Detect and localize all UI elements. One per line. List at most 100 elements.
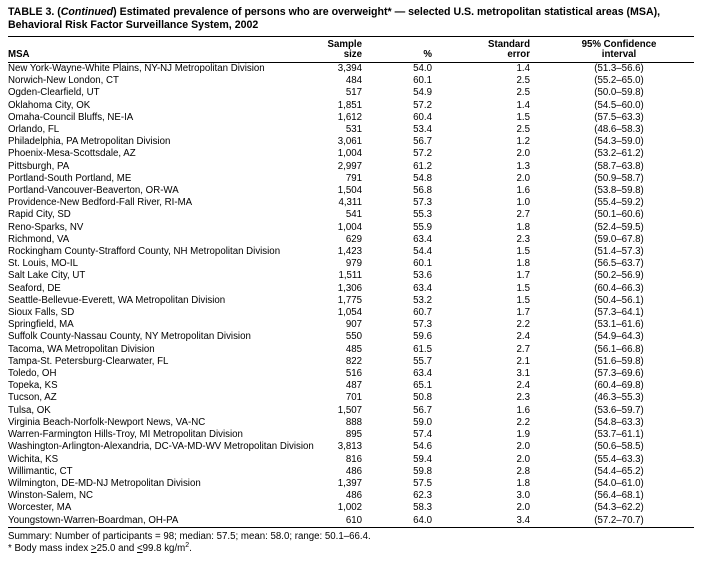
standard-error-value: 2.4 xyxy=(516,331,530,343)
table-row: Suffolk County-Nassau County, NY Metropo… xyxy=(8,331,694,343)
sample-size-value: 791 xyxy=(345,172,362,184)
table-row: Providence-New Bedford-Fall River, RI-MA… xyxy=(8,197,694,209)
percent-value: 64.0 xyxy=(413,514,432,526)
sample-size-value: 484 xyxy=(345,75,362,87)
percent-value: 57.4 xyxy=(413,429,432,441)
sample-size-value: 816 xyxy=(345,453,362,465)
table-row: Norwich-New London, CT 484 60.1 2.5 (55.2–65… xyxy=(8,75,694,87)
percent-value: 63.4 xyxy=(413,233,432,245)
standard-error-value: 2.3 xyxy=(516,392,530,404)
msa-name: Seattle-Bellevue-Everett, WA Metropolita… xyxy=(8,294,226,306)
header-sample-line2: size xyxy=(343,49,362,60)
confidence-interval-value: (57.5–63.3) xyxy=(594,111,644,123)
confidence-interval-value: (51.4–57.3) xyxy=(594,246,644,258)
sample-size-value: 531 xyxy=(345,124,362,136)
msa-name: Omaha-Council Bluffs, NE-IA xyxy=(8,111,134,123)
percent-value: 57.2 xyxy=(413,99,432,111)
msa-name: Pittsburgh, PA xyxy=(8,160,70,172)
table-row: Reno-Sparks, NV 1,004 55.9 1.8 (52.4–59.5) xyxy=(8,222,694,234)
table-row: Warren-Farmington Hills-Troy, MI Metropo… xyxy=(8,429,694,441)
table-row: Virginia Beach-Norfolk-Newport News, VA-… xyxy=(8,417,694,429)
sample-size-value: 1,851 xyxy=(337,99,362,111)
standard-error-value: 1.6 xyxy=(516,185,530,197)
table-row: Omaha-Council Bluffs, NE-IA 1,612 60.4 1.5 (… xyxy=(8,112,694,124)
table-row: Topeka, KS 487 65.1 2.4 (60.4–69.8) xyxy=(8,380,694,392)
bmi-footnote-suffix: . xyxy=(189,543,192,555)
table-row: Seaford, DE 1,306 63.4 1.5 (60.4–66.3) xyxy=(8,283,694,295)
confidence-interval-value: (54.9–64.3) xyxy=(594,331,644,343)
standard-error-value: 1.5 xyxy=(516,294,530,306)
bmi-footnote-mid2: 99.8 kg/m xyxy=(142,543,186,555)
standard-error-value: 1.5 xyxy=(516,246,530,258)
msa-name: Wichita, KS xyxy=(8,453,59,465)
sample-size-value: 2,997 xyxy=(337,160,362,172)
standard-error-value: 2.3 xyxy=(516,233,530,245)
confidence-interval-value: (51.3–56.6) xyxy=(594,63,644,74)
confidence-interval-value: (54.0–61.0) xyxy=(594,477,644,489)
sample-size-value: 610 xyxy=(345,514,362,526)
percent-value: 50.8 xyxy=(413,392,432,404)
percent-value: 65.1 xyxy=(413,380,432,392)
percent-value: 60.4 xyxy=(413,111,432,123)
percent-value: 55.9 xyxy=(413,221,432,233)
sample-size-value: 3,813 xyxy=(337,441,362,453)
table-row: Tucson, AZ 701 50.8 2.3 (46.3–55.3) xyxy=(8,392,694,404)
sample-size-value: 3,061 xyxy=(337,136,362,148)
header-ci-line1: 95% Confidence xyxy=(581,39,657,50)
standard-error-value: 2.7 xyxy=(516,343,530,355)
sample-size-value: 895 xyxy=(345,429,362,441)
percent-value: 54.6 xyxy=(413,441,432,453)
percent-value: 58.3 xyxy=(413,502,432,514)
standard-error-value: 2.0 xyxy=(516,172,530,184)
table-row: Tacoma, WA Metropolitan Division 485 61.5 2… xyxy=(8,344,694,356)
standard-error-value: 1.7 xyxy=(516,307,530,319)
percent-value: 63.4 xyxy=(413,282,432,294)
standard-error-value: 1.9 xyxy=(516,429,530,441)
msa-name: Rapid City, SD xyxy=(8,209,71,221)
title-text: ) Estimated prevalence of persons who ar… xyxy=(8,6,661,31)
standard-error-value: 2.2 xyxy=(516,319,530,331)
table-row: Portland-Vancouver-Beaverton, OR-WA 1,504… xyxy=(8,185,694,197)
confidence-interval-value: (58.7–63.8) xyxy=(594,160,644,172)
confidence-interval-value: (46.3–55.3) xyxy=(594,392,644,404)
msa-name: Youngstown-Warren-Boardman, OH-PA xyxy=(8,514,179,526)
standard-error-value: 2.1 xyxy=(516,355,530,367)
msa-name: Tampa-St. Petersburg-Clearwater, FL xyxy=(8,355,169,367)
sample-size-value: 1,397 xyxy=(337,477,362,489)
sample-size-value: 4,311 xyxy=(338,197,362,209)
msa-name: Portland-South Portland, ME xyxy=(8,172,132,184)
standard-error-value: 2.2 xyxy=(516,416,530,428)
msa-name: Tacoma, WA Metropolitan Division xyxy=(8,343,155,355)
standard-error-value: 2.5 xyxy=(516,75,530,87)
standard-error-value: 3.4 xyxy=(516,514,530,526)
sample-size-value: 541 xyxy=(345,209,362,221)
standard-error-value: 2.0 xyxy=(516,453,530,465)
header-ci-line2: interval xyxy=(601,49,637,60)
confidence-interval-value: (54.4–65.2) xyxy=(594,465,644,477)
standard-error-value: 2.0 xyxy=(516,502,530,514)
msa-name: Seaford, DE xyxy=(8,282,61,294)
confidence-interval-value: (57.3–64.1) xyxy=(594,307,644,319)
msa-name: Salt Lake City, UT xyxy=(8,270,86,282)
lte-symbol: < xyxy=(137,543,143,555)
header-percent: % xyxy=(362,37,434,63)
sample-size-value: 1,054 xyxy=(337,307,362,319)
table-row: Philadelphia, PA Metropolitan Division 3,… xyxy=(8,136,694,148)
table-row: Rapid City, SD 541 55.3 2.7 (50.1–60.6) xyxy=(8,209,694,221)
sample-size-value: 1,423 xyxy=(337,246,362,258)
confidence-interval-value: (55.4–59.2) xyxy=(594,197,644,209)
sample-size-value: 516 xyxy=(345,368,362,380)
confidence-interval-value: (50.4–56.1) xyxy=(594,294,644,306)
sample-size-value: 1,612 xyxy=(337,111,362,123)
table-row: St. Louis, MO-IL 979 60.1 1.8 (56.5–63.7) xyxy=(8,258,694,270)
msa-prevalence-table: MSA Sample size % Standard error 95% Con… xyxy=(8,37,694,528)
standard-error-value: 1.7 xyxy=(516,270,530,282)
standard-error-value: 2.8 xyxy=(516,465,530,477)
percent-value: 56.7 xyxy=(413,404,432,416)
table-title: TABLE 3. (Continued) Estimated prevalenc… xyxy=(8,6,694,37)
confidence-interval-value: (56.5–63.7) xyxy=(594,258,644,270)
percent-value: 59.0 xyxy=(413,416,432,428)
confidence-interval-value: (50.9–58.7) xyxy=(594,172,644,184)
confidence-interval-value: (55.4–63.3) xyxy=(594,453,644,465)
msa-name: Ogden-Clearfield, UT xyxy=(8,87,100,99)
